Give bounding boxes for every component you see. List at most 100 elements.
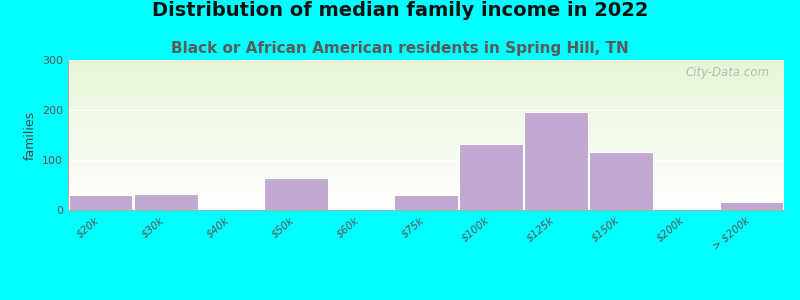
Bar <box>68 77 784 78</box>
Bar <box>68 186 784 187</box>
Bar <box>68 181 784 182</box>
Bar <box>68 139 784 140</box>
Bar <box>68 160 784 161</box>
Bar <box>68 168 784 169</box>
Bar <box>68 197 784 198</box>
Bar <box>68 202 784 203</box>
Bar <box>68 190 784 191</box>
Bar <box>68 133 784 134</box>
Bar <box>68 94 784 95</box>
Bar <box>68 120 784 121</box>
Bar <box>68 156 784 157</box>
Bar <box>68 110 784 111</box>
Bar <box>68 86 784 87</box>
Bar <box>68 92 784 93</box>
Bar <box>68 160 784 161</box>
Bar <box>68 109 784 110</box>
Bar <box>68 172 784 173</box>
Bar <box>68 175 784 176</box>
Bar <box>69 195 133 210</box>
Bar <box>68 69 784 70</box>
Bar <box>68 203 784 204</box>
Bar <box>68 202 784 203</box>
Bar <box>68 151 784 152</box>
Bar <box>68 141 784 142</box>
Bar <box>68 100 784 101</box>
Bar <box>394 195 458 210</box>
Bar <box>68 145 784 146</box>
Bar <box>68 185 784 186</box>
Bar <box>68 140 784 141</box>
Bar <box>68 70 784 71</box>
Bar <box>68 200 784 201</box>
Bar <box>68 193 784 194</box>
Bar <box>68 100 784 101</box>
Bar <box>68 63 784 64</box>
Bar <box>68 126 784 127</box>
Bar <box>68 73 784 74</box>
Bar <box>68 163 784 164</box>
Bar <box>68 85 784 86</box>
Bar <box>68 103 784 104</box>
Bar <box>68 207 784 208</box>
Bar <box>68 142 784 143</box>
Bar <box>68 149 784 150</box>
Bar <box>68 195 784 196</box>
Bar <box>68 121 784 122</box>
Bar <box>68 164 784 165</box>
Bar <box>68 196 784 197</box>
Bar <box>68 113 784 114</box>
Bar <box>68 187 784 188</box>
Bar <box>68 82 784 83</box>
Bar <box>68 171 784 172</box>
Bar <box>68 201 784 202</box>
Y-axis label: families: families <box>23 110 37 160</box>
Bar <box>68 134 784 135</box>
Bar <box>68 179 784 180</box>
Bar <box>68 191 784 192</box>
Bar <box>134 194 198 210</box>
Bar <box>68 152 784 153</box>
Bar <box>68 166 784 167</box>
Bar <box>68 128 784 129</box>
Bar <box>68 135 784 136</box>
Bar <box>68 118 784 119</box>
Bar <box>719 202 783 210</box>
Bar <box>68 170 784 171</box>
Bar <box>68 154 784 155</box>
Text: Distribution of median family income in 2022: Distribution of median family income in … <box>152 2 648 20</box>
Bar <box>68 66 784 67</box>
Bar <box>68 147 784 148</box>
Bar <box>68 64 784 65</box>
Bar <box>68 79 784 80</box>
Bar <box>68 81 784 82</box>
Bar <box>68 144 784 145</box>
Bar <box>68 150 784 151</box>
Bar <box>68 106 784 107</box>
Bar <box>68 74 784 75</box>
Bar <box>68 189 784 190</box>
Bar <box>68 180 784 181</box>
Bar <box>68 148 784 149</box>
Bar <box>68 125 784 126</box>
Bar <box>68 158 784 159</box>
Bar <box>68 205 784 206</box>
Bar <box>68 83 784 84</box>
Bar <box>68 136 784 137</box>
Bar <box>68 208 784 209</box>
Bar <box>68 78 784 79</box>
Bar <box>68 91 784 92</box>
Bar <box>68 105 784 106</box>
Bar <box>68 117 784 118</box>
Bar <box>68 177 784 178</box>
Bar <box>68 143 784 144</box>
Bar <box>68 108 784 109</box>
Bar <box>68 146 784 147</box>
Bar <box>68 104 784 105</box>
Bar <box>68 87 784 88</box>
Bar <box>68 173 784 174</box>
Bar <box>68 112 784 113</box>
Bar <box>68 80 784 81</box>
Bar <box>68 72 784 73</box>
Bar <box>68 122 784 123</box>
